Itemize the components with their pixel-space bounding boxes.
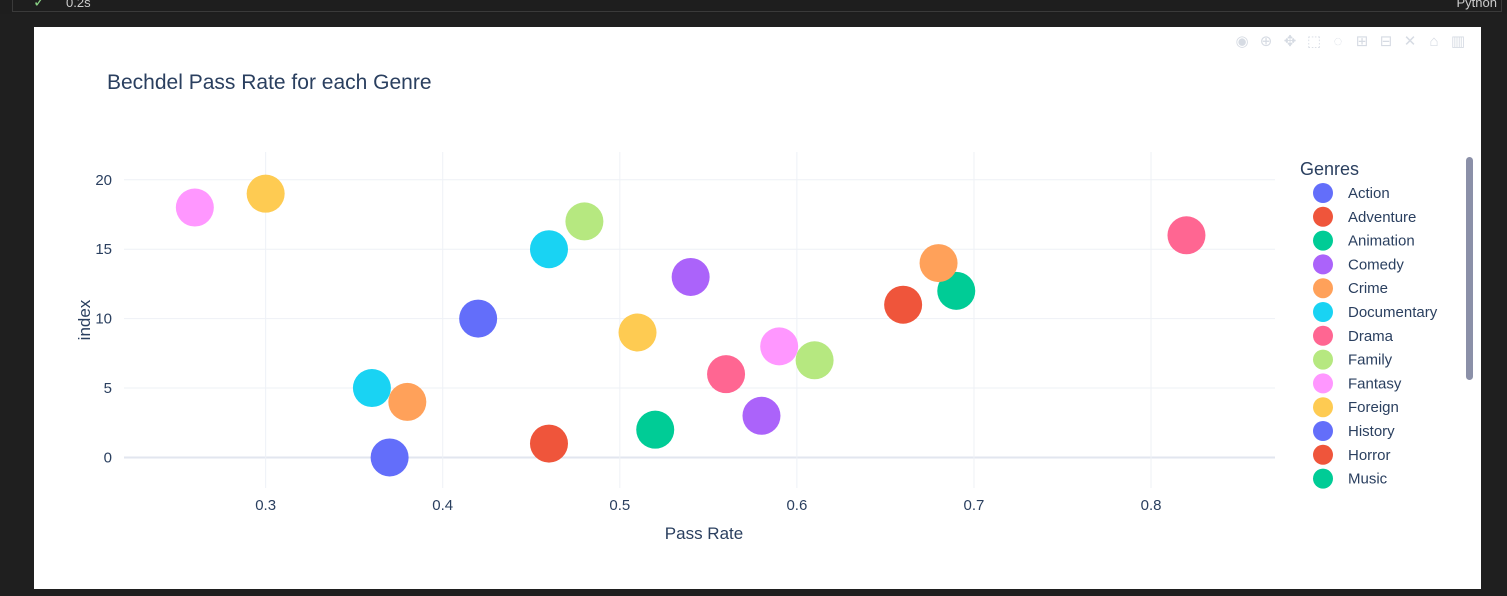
data-point[interactable] — [884, 285, 923, 324]
data-point[interactable] — [742, 396, 781, 435]
legend-marker — [1313, 444, 1333, 465]
zoom-icon[interactable]: ⊕ — [1259, 33, 1273, 50]
legend-item[interactable]: Action — [1313, 183, 1390, 203]
legend-label: Comedy — [1348, 256, 1404, 273]
legend-marker — [1313, 183, 1333, 203]
check-icon: ✓ — [33, 0, 46, 11]
kernel-language[interactable]: Python — [1456, 0, 1497, 10]
legend-item[interactable]: Crime — [1313, 278, 1388, 299]
data-point[interactable] — [246, 174, 285, 213]
legend-item[interactable]: Horror — [1313, 444, 1391, 465]
legend-title: Genres — [1300, 159, 1359, 179]
legend-marker — [1313, 397, 1333, 418]
legend-item[interactable]: Documentary — [1313, 302, 1438, 322]
y-tick-label: 0 — [104, 449, 112, 466]
legend-label: Documentary — [1348, 304, 1438, 321]
scatter-chart: Bechdel Pass Rate for each Genre 0 5 10 15 2… — [75, 71, 1438, 543]
data-point[interactable] — [175, 188, 214, 227]
legend-marker — [1313, 278, 1333, 299]
data-point[interactable] — [529, 230, 568, 269]
legend-item[interactable]: Comedy — [1313, 254, 1404, 275]
data-point[interactable] — [388, 382, 427, 421]
y-tick-labels: 0 5 10 15 20 — [95, 172, 112, 467]
cell-frame — [12, 0, 1502, 12]
legend-label: Horror — [1348, 447, 1391, 464]
x-tick-label: 0.3 — [255, 497, 276, 514]
data-point[interactable] — [1167, 216, 1206, 255]
data-point[interactable] — [636, 410, 675, 449]
y-tick-label: 20 — [95, 172, 112, 189]
pan-icon[interactable]: ✥ — [1283, 33, 1297, 50]
data-point[interactable] — [352, 369, 391, 408]
x-axis-label: Pass Rate — [665, 524, 743, 543]
legend-marker — [1313, 349, 1333, 370]
legend-item[interactable]: History — [1313, 421, 1395, 441]
legend-label: Animation — [1348, 233, 1415, 250]
legend-item[interactable]: Animation — [1313, 230, 1415, 251]
x-tick-label: 0.8 — [1141, 497, 1162, 514]
legend-item[interactable]: Music — [1313, 468, 1388, 489]
legend-label: Adventure — [1348, 209, 1416, 226]
camera-icon[interactable]: ◉ — [1235, 33, 1249, 50]
legend-label: Fantasy — [1348, 375, 1402, 392]
legend-marker — [1313, 468, 1333, 489]
legend-marker — [1313, 302, 1333, 322]
zoom-in-icon[interactable]: ⊞ — [1355, 33, 1369, 50]
legend-marker — [1313, 206, 1333, 227]
legend-item[interactable]: Family — [1313, 349, 1393, 370]
grid-lines — [124, 152, 1275, 488]
legend-item[interactable]: Drama — [1313, 325, 1394, 346]
legend-label: History — [1348, 423, 1395, 440]
x-tick-labels: 0.3 0.4 0.5 0.6 0.7 0.8 — [255, 497, 1161, 514]
x-tick-label: 0.7 — [964, 497, 985, 514]
legend-label: Music — [1348, 471, 1388, 488]
data-point[interactable] — [760, 327, 799, 366]
legend-item[interactable]: Foreign — [1313, 397, 1399, 418]
legend-label: Action — [1348, 185, 1390, 202]
data-point[interactable] — [707, 355, 746, 394]
legend-marker — [1313, 230, 1333, 251]
data-point[interactable] — [618, 313, 657, 352]
modebar: ◉ ⊕ ✥ ⬚ ◌ ⊞ ⊟ ✕ ⌂ ▥ — [1233, 33, 1467, 51]
chart-title: Bechdel Pass Rate for each Genre — [107, 71, 432, 94]
lasso-icon[interactable]: ◌ — [1333, 33, 1343, 50]
data-point[interactable] — [370, 438, 409, 477]
y-tick-label: 15 — [95, 241, 112, 258]
legend-item[interactable]: Adventure — [1313, 206, 1416, 227]
data-point[interactable] — [459, 299, 498, 338]
execution-time: 0.2s — [66, 0, 91, 10]
legend-label: Family — [1348, 352, 1393, 369]
data-point[interactable] — [529, 424, 568, 463]
data-point[interactable] — [565, 202, 604, 241]
plot-output: ◉ ⊕ ✥ ⬚ ◌ ⊞ ⊟ ✕ ⌂ ▥ Bechdel Pass Rate fo… — [34, 27, 1481, 589]
x-tick-label: 0.4 — [432, 497, 453, 514]
data-point[interactable] — [671, 257, 710, 296]
zoom-out-icon[interactable]: ⊟ — [1379, 33, 1393, 50]
y-tick-label: 10 — [95, 311, 112, 328]
legend-scrollbar[interactable] — [1466, 157, 1473, 380]
legend-label: Foreign — [1348, 399, 1399, 416]
legend-label: Crime — [1348, 280, 1388, 297]
y-tick-label: 5 — [104, 380, 112, 397]
data-point[interactable] — [919, 244, 958, 283]
cell-status-bar: ✓ 0.2s Python — [0, 0, 1507, 14]
data-point[interactable] — [795, 341, 834, 380]
data-points — [175, 174, 1206, 477]
legend-marker — [1313, 421, 1333, 441]
data-point[interactable] — [937, 271, 976, 310]
reset-icon[interactable]: ⌂ — [1429, 33, 1439, 50]
y-axis-label: index — [75, 299, 94, 340]
x-tick-label: 0.5 — [609, 497, 630, 514]
legend-marker — [1313, 325, 1333, 346]
x-tick-label: 0.6 — [786, 497, 807, 514]
box-select-icon[interactable]: ⬚ — [1306, 33, 1322, 50]
autoscale-icon[interactable]: ✕ — [1403, 33, 1417, 50]
legend-item[interactable]: Fantasy — [1313, 373, 1402, 394]
plotly-logo-icon[interactable]: ▥ — [1450, 33, 1466, 50]
legend-marker — [1313, 254, 1333, 275]
legend-label: Drama — [1348, 328, 1394, 345]
legend-marker — [1313, 373, 1333, 394]
legend: Action Adventure Animation Comedy Crime Docum… — [1313, 183, 1438, 489]
